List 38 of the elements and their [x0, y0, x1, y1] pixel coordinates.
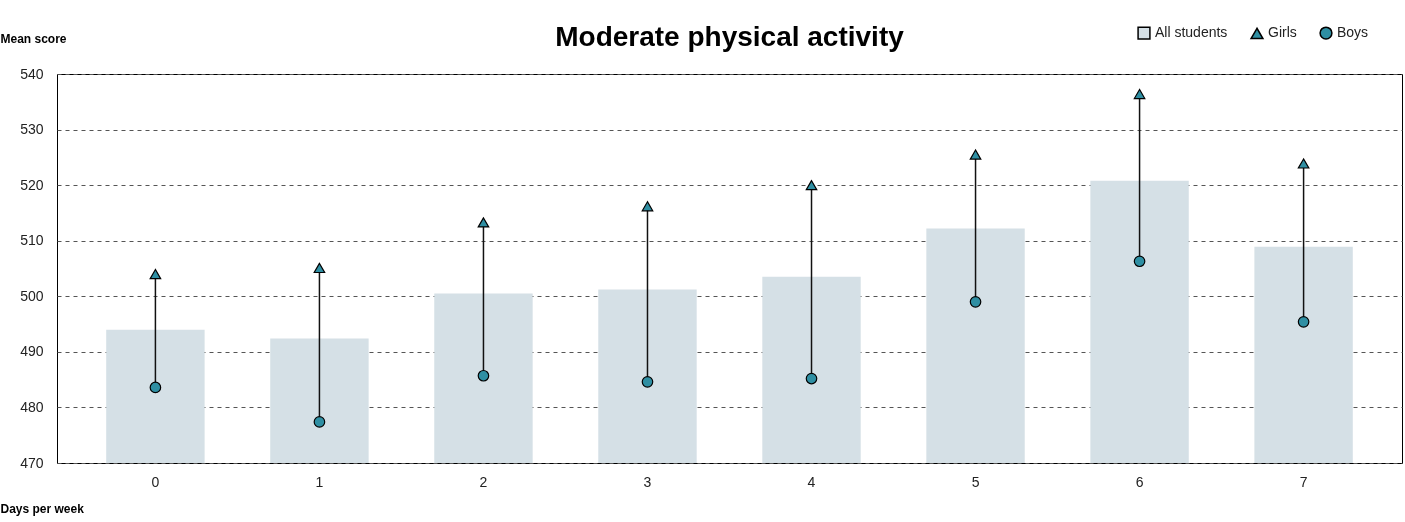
point: [313, 416, 326, 428]
chart-title: Moderate physical activity: [555, 21, 905, 52]
x-tick-label: 6: [1135, 473, 1144, 490]
x-tick-label: 7: [1299, 473, 1308, 490]
x-tick-label: 1: [315, 473, 324, 490]
point: [805, 372, 818, 385]
y-tick-label: 490: [20, 343, 44, 360]
y-axis-title: Mean score: [0, 31, 67, 46]
y-tick-label: 470: [20, 454, 44, 471]
point: [1133, 255, 1146, 268]
point: [477, 369, 490, 382]
point: [969, 149, 982, 160]
point: [149, 268, 162, 280]
y-tick-label: 540: [20, 65, 44, 82]
point: [969, 296, 982, 308]
point: [1297, 316, 1310, 328]
y-tick-label: 530: [20, 121, 44, 138]
x-tick-label: 0: [151, 473, 160, 490]
x-axis-title: Days per week: [0, 501, 85, 516]
y-tick-label: 480: [20, 398, 44, 415]
y-tick-label: 510: [20, 232, 44, 249]
point: [149, 381, 162, 394]
x-tick-label: 2: [479, 473, 488, 490]
y-tick-label: 520: [20, 176, 44, 193]
point: [477, 217, 490, 228]
point: [641, 201, 654, 212]
point: [1297, 158, 1310, 169]
x-tick-label: 5: [971, 473, 980, 490]
point: [1133, 88, 1146, 100]
legend-label: Girls: [1268, 24, 1297, 41]
point: [641, 376, 654, 388]
point: [805, 180, 818, 191]
legend-label: Boys: [1337, 24, 1369, 41]
y-tick-label: 500: [20, 287, 44, 304]
point: [313, 262, 326, 274]
x-tick-label: 4: [807, 473, 816, 490]
legend-label: All students: [1155, 24, 1228, 41]
x-tick-label: 3: [643, 473, 652, 490]
